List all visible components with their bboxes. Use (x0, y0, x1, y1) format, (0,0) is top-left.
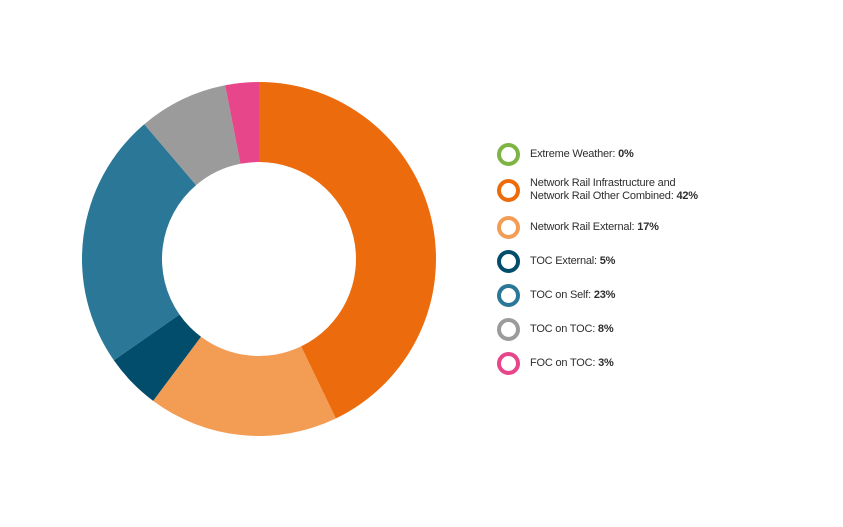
legend-label-line: Network Rail Infrastructure and (530, 177, 676, 189)
donut-slice-4 (144, 85, 241, 186)
legend-value: 42% (676, 190, 698, 202)
legend-marker-icon (497, 250, 520, 273)
legend-value: 23% (593, 289, 616, 301)
legend-label: Network Rail Infrastructure and Network R… (530, 177, 698, 203)
legend-label-line: Network Rail External: (530, 221, 635, 233)
legend-value: 0% (618, 148, 634, 160)
legend-value: 17% (637, 221, 659, 233)
legend-marker-icon (497, 284, 520, 307)
legend-item: Network Rail External: 17% (497, 216, 659, 239)
legend-value: 8% (597, 323, 614, 335)
donut-slice-0 (259, 82, 436, 419)
legend-marker-icon (497, 143, 520, 166)
legend-label: FOC on TOC: 3% (530, 357, 614, 370)
legend-marker-icon (497, 318, 520, 341)
legend-label: TOC on TOC: 8% (530, 323, 614, 336)
donut-chart (82, 82, 436, 436)
legend-value: 3% (598, 357, 614, 369)
legend-value: 5% (599, 255, 616, 267)
legend-label: TOC on Self: 23% (530, 289, 615, 302)
legend-label-line: TOC on Self: (530, 289, 591, 301)
legend-label-line: Network Rail Other Combined: (530, 190, 674, 202)
legend-label: TOC External: 5% (530, 255, 615, 268)
legend-marker-icon (497, 216, 520, 239)
legend-item: Extreme Weather: 0% (497, 143, 634, 166)
legend-label-line: TOC on TOC: (530, 323, 596, 335)
donut-slice-2 (113, 314, 201, 401)
legend-marker-icon (497, 352, 520, 375)
legend-item: TOC on TOC: 8% (497, 318, 614, 341)
legend-item: TOC on Self: 23% (497, 284, 615, 307)
legend-label-line: FOC on TOC: (530, 357, 596, 369)
legend-label: Extreme Weather: 0% (530, 148, 634, 161)
donut-slice-5 (225, 82, 259, 164)
donut-slice-3 (82, 124, 197, 361)
legend-item: Network Rail Infrastructure and Network R… (497, 177, 698, 203)
legend-item: TOC External: 5% (497, 250, 615, 273)
legend-item: FOC on TOC: 3% (497, 352, 614, 375)
legend-label: Network Rail External: 17% (530, 221, 659, 234)
legend-label-line: Extreme Weather: (530, 148, 616, 160)
legend-label-line: TOC External: (530, 255, 597, 267)
legend-marker-icon (497, 178, 520, 202)
donut-slice-1 (153, 336, 336, 436)
